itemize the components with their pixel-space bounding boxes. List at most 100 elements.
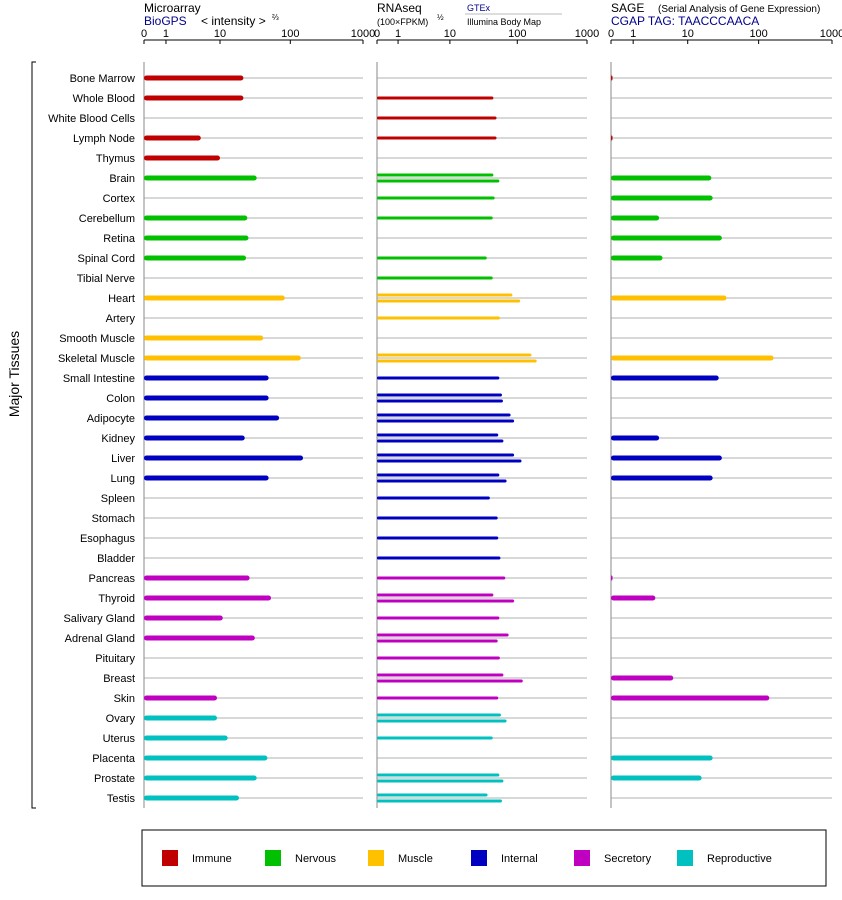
rnaseq-bar-gtex xyxy=(377,276,493,280)
tissue-label: Liver xyxy=(111,453,135,465)
microarray-bar-biogps xyxy=(144,455,304,461)
rnaseq-tick-label: 100 xyxy=(508,28,526,40)
legend-swatch xyxy=(265,850,281,866)
sage-bar-sage xyxy=(611,755,713,761)
tissue-label: Ovary xyxy=(106,713,136,725)
legend-swatch xyxy=(471,850,487,866)
tissue-label: Testis xyxy=(107,793,136,805)
sage-bar-sage xyxy=(611,295,727,301)
microarray-tick-label: 10 xyxy=(214,28,226,40)
bars-layer xyxy=(144,75,774,803)
rnaseq-bar-gtex xyxy=(377,673,504,677)
legend-label: Reproductive xyxy=(707,853,772,865)
microarray-tick-label: 1000 xyxy=(351,28,375,40)
tissue-label: Cortex xyxy=(103,193,136,205)
rnaseq-bar-gtex xyxy=(377,256,487,260)
tissue-label: Bladder xyxy=(97,553,135,565)
rnaseq-bar-illumina-body-map xyxy=(377,299,521,303)
rnaseq-bar-gtex xyxy=(377,453,515,457)
microarray-tick-label: 0 xyxy=(141,28,147,40)
sage-tick-label: 100 xyxy=(749,28,767,40)
rnaseq-bar-gtex xyxy=(377,376,500,380)
tissue-label: Small Intestine xyxy=(63,373,135,385)
tissue-label: Spinal Cord xyxy=(78,253,135,265)
microarray-metric-exponent: ⅔ xyxy=(272,13,279,22)
sage-bar-sage xyxy=(611,575,613,581)
rnaseq-bar-gtex xyxy=(377,736,493,740)
sage-header: SAGE (Serial Analysis of Gene Expression… xyxy=(611,1,820,28)
sage-bar-sage xyxy=(611,235,722,241)
rnaseq-bar-gtex xyxy=(377,656,500,660)
rnaseq-tick-label: 0 xyxy=(374,28,380,40)
rnaseq-bar-gtex xyxy=(377,696,499,700)
microarray-bar-biogps xyxy=(144,295,285,301)
microarray-bar-biogps xyxy=(144,375,269,381)
rnaseq-bar-gtex xyxy=(377,516,498,520)
tissue-label: Placenta xyxy=(92,753,136,765)
y-axis-label: Major Tissues xyxy=(6,331,22,417)
microarray-bar-biogps xyxy=(144,355,301,361)
tissue-label: Kidney xyxy=(101,433,135,445)
rnaseq-bar-illumina-body-map xyxy=(377,399,503,403)
rnaseq-bar-illumina-body-map xyxy=(377,419,515,423)
rnaseq-bar-illumina-body-map xyxy=(377,479,507,483)
rnaseq-bar-gtex xyxy=(377,616,500,620)
tissue-label: Artery xyxy=(106,313,136,325)
legend-label: Nervous xyxy=(295,853,336,865)
sage-bar-sage xyxy=(611,435,660,441)
legend-swatch xyxy=(574,850,590,866)
tissue-label: Bone Marrow xyxy=(70,73,135,85)
sage-bar-sage xyxy=(611,355,774,361)
microarray-bar-biogps xyxy=(144,615,223,621)
rnaseq-tick-label: 10 xyxy=(444,28,456,40)
microarray-bar-biogps xyxy=(144,695,217,701)
sage-title: SAGE xyxy=(611,1,644,15)
microarray-tick-label: 1 xyxy=(163,28,169,40)
tissue-label: Heart xyxy=(108,293,135,305)
rnaseq-bar-gtex xyxy=(377,576,506,580)
microarray-header: Microarray BioGPS < intensity > ⅔ xyxy=(144,1,279,28)
rnaseq-bar-gtex xyxy=(377,793,488,797)
tissue-label: Spleen xyxy=(101,493,135,505)
microarray-bar-biogps xyxy=(144,335,264,341)
rnaseq-tick-label: 1000 xyxy=(575,28,599,40)
tissue-label: Adipocyte xyxy=(87,413,135,425)
rnaseq-bar-illumina-body-map xyxy=(377,316,500,320)
tissue-bracket xyxy=(31,61,36,809)
tissue-label: Breast xyxy=(103,673,135,685)
microarray-bar-biogps xyxy=(144,775,257,781)
tissue-label: White Blood Cells xyxy=(48,113,135,125)
sage-bar-sage xyxy=(611,255,663,261)
rnaseq-bar-illumina-body-map xyxy=(377,639,498,643)
tissue-label: Prostate xyxy=(94,773,135,785)
tissue-label: Stomach xyxy=(92,513,135,525)
microarray-bar-biogps xyxy=(144,575,250,581)
tissue-label: Lung xyxy=(111,473,135,485)
rnaseq-bar-illumina-body-map xyxy=(377,439,504,443)
microarray-bar-biogps xyxy=(144,175,257,181)
legend-swatch xyxy=(162,850,178,866)
tissue-label: Whole Blood xyxy=(73,93,135,105)
microarray-bar-biogps xyxy=(144,95,244,101)
legend-label: Immune xyxy=(192,853,232,865)
tissue-label: Thyroid xyxy=(98,593,135,605)
legend-label: Muscle xyxy=(398,853,433,865)
tissue-label: Smooth Muscle xyxy=(59,333,135,345)
microarray-bar-biogps xyxy=(144,235,249,241)
rnaseq-bar-gtex xyxy=(377,353,532,357)
rnaseq-bar-illumina-body-map xyxy=(377,599,515,603)
rnaseq-bar-gtex xyxy=(377,773,500,777)
rnaseq-bar-gtex xyxy=(377,536,499,540)
rnaseq-bar-gtex xyxy=(377,293,513,297)
tissue-label: Retina xyxy=(103,233,136,245)
microarray-bar-biogps xyxy=(144,755,268,761)
rnaseq-metric-exponent: ½ xyxy=(437,13,444,22)
biogps-label: BioGPS xyxy=(144,14,187,28)
tissue-label: Cerebellum xyxy=(79,213,135,225)
rnaseq-bar-gtex xyxy=(377,216,493,220)
illumina-label: Illumina Body Map xyxy=(467,17,541,27)
sage-tick-label: 10 xyxy=(682,28,694,40)
rnaseq-bar-illumina-body-map xyxy=(377,719,507,723)
